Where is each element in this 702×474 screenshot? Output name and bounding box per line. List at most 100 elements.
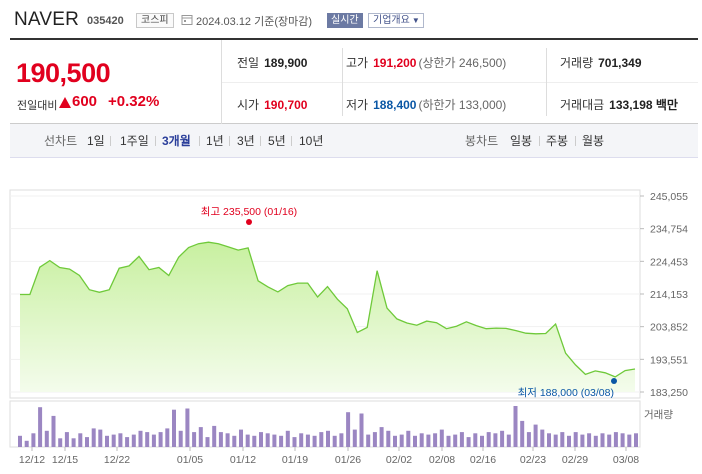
x-tick-label: 02/08	[429, 454, 455, 466]
upper-limit: (상한가 246,500)	[418, 56, 507, 70]
low-annotation: 최저 188,000 (03/08)	[518, 387, 614, 399]
tab-3m[interactable]: 3개월	[162, 134, 191, 148]
volume-bar	[366, 434, 371, 447]
volume-bar	[526, 432, 531, 447]
volume-bar	[78, 433, 83, 447]
high-value: 191,200	[373, 56, 417, 70]
y-tick-label: 183,250	[650, 387, 688, 399]
volume-bar	[225, 433, 230, 447]
x-tick-label: 01/05	[177, 454, 203, 466]
tab-3y[interactable]: 3년	[237, 134, 255, 148]
tab-divider	[291, 136, 292, 146]
volume-bar	[31, 433, 36, 447]
volume-bar	[105, 435, 109, 447]
volume-bar	[64, 432, 69, 447]
volume-bar	[58, 438, 63, 447]
volume-bar	[305, 434, 310, 447]
volume-bar	[44, 430, 49, 447]
price-chart-svg: 245,055 234,754 224,453 214,153 203,852 193,5…	[9, 189, 688, 466]
x-tick-label: 01/12	[230, 454, 256, 466]
price-line	[20, 241, 636, 378]
price-chart[interactable]: 245,055 234,754 224,453 214,153 203,852 193,5…	[0, 160, 702, 474]
volume-bar	[279, 435, 284, 447]
amount-cell: 거래대금 133,198 백만	[560, 84, 678, 126]
chart-period-tabs: 선차트 1일 1주일 3개월 1년 3년 5년 10년 봉차트 일봉 주봉 월봉	[10, 124, 698, 158]
volume-cell: 거래량 701,349	[560, 42, 642, 84]
volume-bar	[151, 434, 156, 447]
volume-bar	[607, 434, 612, 447]
volume-bar	[38, 407, 43, 447]
stock-header: NAVER 035420 코스피 2024.03.12 기준(장마감) 실시간 …	[0, 0, 702, 38]
tab-divider	[110, 136, 111, 146]
volume-bar	[332, 435, 337, 447]
stock-name: NAVER	[14, 9, 80, 30]
volume-bar	[71, 438, 76, 447]
volume-bar	[600, 433, 605, 447]
volume-bar	[486, 432, 491, 447]
volume-bar	[439, 429, 444, 447]
low-value: 188,400	[373, 98, 417, 112]
volume-bar	[98, 429, 103, 447]
current-price: 190,500	[16, 58, 111, 88]
volume-bar	[91, 428, 96, 447]
volume-bar	[466, 437, 471, 447]
volume-bar	[480, 435, 484, 447]
volume-bar	[265, 433, 270, 447]
volume-bar	[493, 433, 498, 447]
volume-bar	[520, 420, 525, 447]
prev-close-cell: 전일 189,900	[237, 42, 307, 84]
amount-label: 거래대금	[560, 98, 605, 112]
volume-bar	[433, 433, 438, 447]
volume-bar	[513, 406, 518, 447]
stock-code: 035420	[87, 15, 124, 27]
date-basis: 2024.03.12 기준(장마감)	[196, 13, 312, 29]
volume-bar	[627, 434, 632, 447]
y-tick-label: 214,153	[650, 289, 688, 301]
volume-bar	[372, 432, 377, 447]
high-marker	[246, 219, 252, 225]
volume-bar	[613, 432, 618, 447]
volume-bar	[393, 435, 397, 447]
volume-bar	[158, 432, 163, 447]
tab-monthly[interactable]: 월봉	[582, 134, 605, 148]
volume-bar	[413, 435, 417, 447]
tab-1d[interactable]: 1일	[87, 134, 105, 148]
change-rate: +0.32%	[108, 93, 160, 110]
x-tick-label: 01/19	[282, 454, 308, 466]
volume-bar	[292, 437, 297, 447]
volume-bar	[560, 432, 565, 447]
tab-1w[interactable]: 1주일	[120, 134, 149, 148]
tab-1y[interactable]: 1년	[206, 134, 224, 148]
open-value: 190,700	[264, 98, 308, 112]
open-cell: 시가 190,700	[237, 84, 307, 126]
y-tick-label: 224,453	[650, 256, 688, 268]
volume-bar	[111, 434, 116, 447]
date-value: 2024.03.12	[196, 16, 252, 28]
current-price-box: 190,500 전일대비 600 +0.32%	[10, 40, 222, 124]
volume-bar	[192, 432, 197, 447]
price-change: 600	[72, 93, 98, 110]
column-divider	[342, 48, 343, 116]
company-overview-button[interactable]: 기업개요 ▼	[368, 13, 424, 28]
volume-bar	[198, 427, 203, 447]
volume-bar	[51, 415, 56, 447]
volume-bar	[299, 433, 304, 447]
volume-bar	[18, 435, 22, 447]
volume-bar	[573, 432, 578, 447]
prev-close-value: 189,900	[264, 56, 308, 70]
realtime-button[interactable]: 실시간	[327, 13, 363, 28]
tab-weekly[interactable]: 주봉	[546, 134, 569, 148]
volume-bar	[500, 430, 505, 447]
volume-bar	[580, 434, 585, 447]
y-tick-label: 203,852	[650, 322, 688, 334]
volume-value: 701,349	[598, 56, 642, 70]
volume-bar	[205, 437, 210, 447]
tab-5y[interactable]: 5년	[268, 134, 286, 148]
tab-10y[interactable]: 10년	[299, 134, 324, 148]
volume-bar	[138, 430, 143, 447]
high-annotation: 최고 235,500 (01/16)	[201, 206, 297, 218]
tab-daily[interactable]: 일봉	[510, 134, 533, 148]
x-tick-label: 12/15	[52, 454, 78, 466]
tab-divider	[199, 136, 200, 146]
volume-bar	[272, 434, 277, 447]
